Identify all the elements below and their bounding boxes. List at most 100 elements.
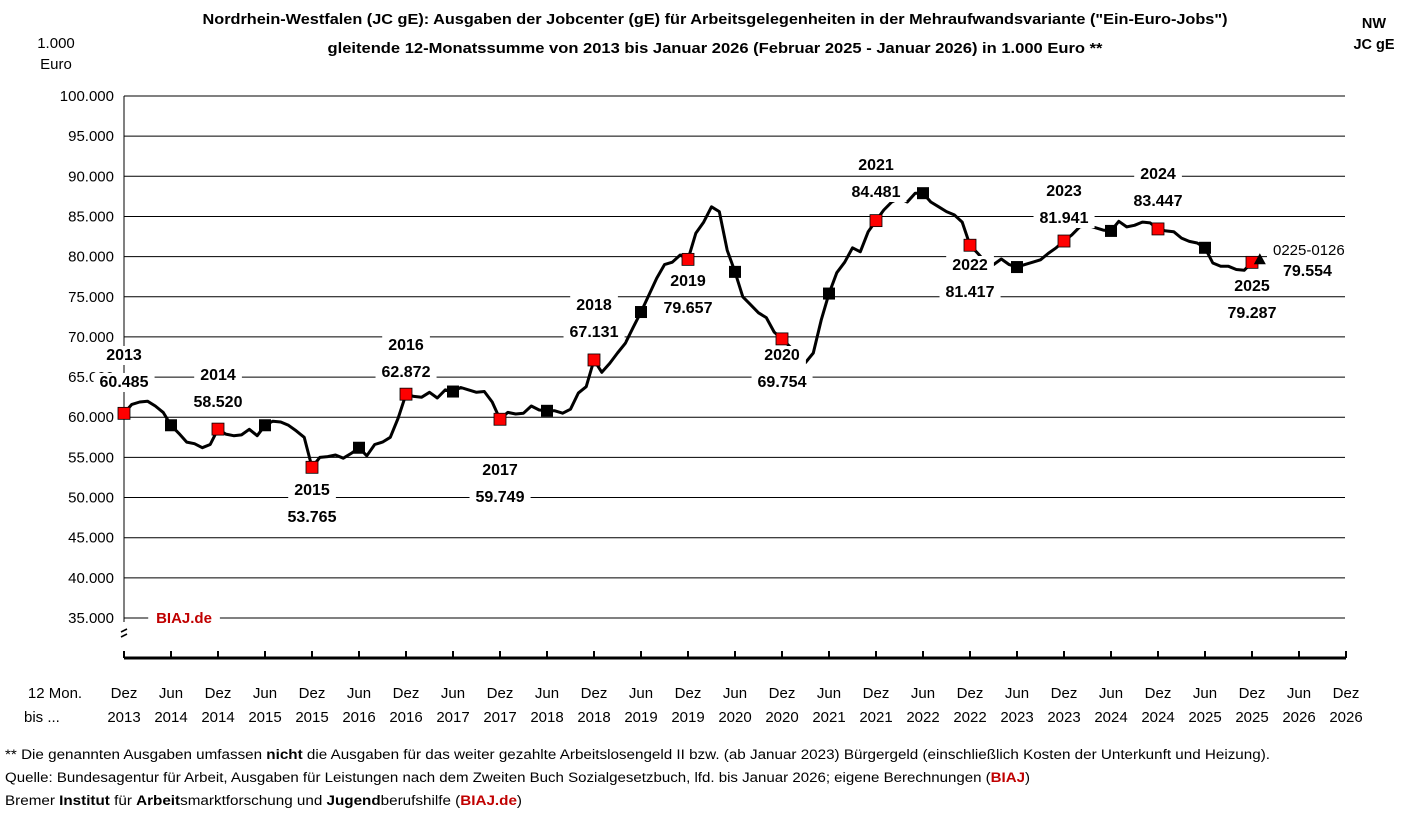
december-marker bbox=[305, 460, 319, 474]
annotation-year: 2021 bbox=[858, 157, 894, 174]
june-marker bbox=[447, 385, 459, 398]
x-tick-label-month: Jun bbox=[253, 685, 277, 702]
footer-text: ) bbox=[1025, 770, 1030, 785]
x-tick-label-month: Jun bbox=[723, 685, 747, 702]
label-background bbox=[657, 299, 719, 318]
x-tick-label-month: Jun bbox=[1193, 685, 1217, 702]
footer-text: ) bbox=[517, 793, 522, 808]
series-line bbox=[122, 191, 1261, 469]
december-marker bbox=[869, 214, 883, 228]
annotation-value: 58.520 bbox=[194, 394, 243, 411]
label-background bbox=[1040, 182, 1088, 201]
x-tick-label-year: 2014 bbox=[201, 709, 234, 726]
x-tick-label-month: Dez bbox=[1051, 685, 1078, 702]
x-tick-label-year: 2017 bbox=[436, 709, 469, 726]
label-background bbox=[1127, 192, 1189, 211]
y-tick-label: 35.000 bbox=[68, 610, 114, 627]
annotation-year: 2017 bbox=[482, 462, 518, 479]
x-tick-label-month: Jun bbox=[817, 685, 841, 702]
footnote: ** Die genannten Ausgaben umfassen nicht… bbox=[5, 747, 1270, 762]
publisher-note: Bremer Institut für Arbeit smarktforschun… bbox=[5, 793, 522, 808]
label-background bbox=[375, 363, 437, 382]
chart-title: Nordrhein-Westfalen (JC gE): Ausgaben de… bbox=[203, 12, 1228, 28]
annotation-value: 62.872 bbox=[382, 364, 431, 381]
footer-text: für bbox=[110, 793, 136, 808]
x-tick-label-year: 2015 bbox=[295, 709, 328, 726]
annotation-year: 2020 bbox=[764, 347, 800, 364]
latest-period-label: 0225-0126 bbox=[1273, 242, 1345, 259]
x-tick-label-month: Jun bbox=[911, 685, 935, 702]
x-tick-label-month: Jun bbox=[629, 685, 653, 702]
x-tick-label-year: 2023 bbox=[1047, 709, 1080, 726]
annotation-year: 2014 bbox=[200, 367, 236, 384]
annotation-year: 2018 bbox=[576, 297, 612, 314]
x-tick-label-year: 2024 bbox=[1141, 709, 1174, 726]
latest-marker-triangle bbox=[1253, 253, 1266, 265]
x-tick-label-year: 2018 bbox=[577, 709, 610, 726]
y-tick-label: 80.000 bbox=[68, 249, 114, 266]
label-background bbox=[946, 256, 994, 275]
x-tick-label-year: 2024 bbox=[1094, 709, 1127, 726]
x-tick-label-month: Dez bbox=[581, 685, 608, 702]
x-tick-label-month: Dez bbox=[1333, 685, 1360, 702]
label-background bbox=[1033, 209, 1095, 228]
y-tick-label: 50.000 bbox=[68, 490, 114, 507]
x-tick-label-year: 2014 bbox=[154, 709, 187, 726]
x-tick-label-month: Jun bbox=[1099, 685, 1123, 702]
december-marker bbox=[1057, 234, 1071, 248]
x-tick-label-year: 2016 bbox=[389, 709, 422, 726]
label-background bbox=[664, 272, 712, 291]
x-tick-label-year: 2022 bbox=[906, 709, 939, 726]
x-tick-label-year: 2018 bbox=[530, 709, 563, 726]
x-tick-label-year: 2022 bbox=[953, 709, 986, 726]
region-label-1: NW bbox=[1362, 16, 1386, 32]
x-tick-label-month: Jun bbox=[347, 685, 371, 702]
x-tick-label-year: 2015 bbox=[248, 709, 281, 726]
footer-text: die Ausgaben für das weiter gezahlte Arb… bbox=[303, 747, 1270, 762]
x-tick-label-month: Dez bbox=[487, 685, 514, 702]
x-tick-label-year: 2020 bbox=[765, 709, 798, 726]
june-marker bbox=[353, 441, 365, 454]
annotations: 2013 60.485 2014 58.520 2015 53.765 2016 62.872… bbox=[93, 156, 1351, 628]
december-marker bbox=[493, 412, 507, 426]
footer-text: ** Die genannten Ausgaben umfassen bbox=[5, 747, 266, 762]
y-tick-label: 55.000 bbox=[68, 449, 114, 466]
december-marker bbox=[1151, 222, 1165, 236]
label-background bbox=[288, 481, 336, 500]
y-tick-label: 60.000 bbox=[68, 409, 114, 426]
x-tick-label-month: Dez bbox=[957, 685, 984, 702]
june-marker bbox=[165, 419, 177, 432]
y-tick-label: 95.000 bbox=[68, 128, 114, 145]
y-tick-label: 90.000 bbox=[68, 168, 114, 185]
footer-text: nicht bbox=[266, 747, 303, 762]
x-tick-label-year: 2021 bbox=[812, 709, 845, 726]
series bbox=[117, 187, 1266, 474]
x-tick-label-month: Dez bbox=[205, 685, 232, 702]
x-tick-label-year: 2017 bbox=[483, 709, 516, 726]
label-background bbox=[570, 296, 618, 315]
annotation-year: 2019 bbox=[670, 273, 706, 290]
x-tick-label-month: Dez bbox=[1145, 685, 1172, 702]
footer-text: Jugend bbox=[327, 793, 381, 808]
x-tick-label-month: Jun bbox=[441, 685, 465, 702]
label-background bbox=[281, 508, 343, 527]
december-marker bbox=[211, 422, 225, 436]
x-tick-label-year: 2016 bbox=[342, 709, 375, 726]
y-tick-label: 100.000 bbox=[60, 88, 114, 105]
june-marker bbox=[823, 287, 835, 300]
x-tick-label-month: Jun bbox=[159, 685, 183, 702]
footer-text: Institut bbox=[59, 793, 110, 808]
x-axis-label-2: bis ... bbox=[24, 709, 60, 726]
y-unit-label-2: Euro bbox=[40, 56, 72, 73]
footer-text: Arbeit bbox=[136, 793, 181, 808]
label-background bbox=[93, 373, 155, 392]
annotation-year: 2023 bbox=[1046, 183, 1082, 200]
label-background bbox=[758, 346, 806, 365]
label-background bbox=[1134, 165, 1182, 184]
june-marker bbox=[1011, 261, 1023, 274]
footer-text: Bremer bbox=[5, 793, 59, 808]
y-tick-label: 75.000 bbox=[68, 289, 114, 306]
annotation-year: 2015 bbox=[294, 482, 330, 499]
annotation-value: 79.287 bbox=[1228, 305, 1277, 322]
y-tick-label: 70.000 bbox=[68, 329, 114, 346]
